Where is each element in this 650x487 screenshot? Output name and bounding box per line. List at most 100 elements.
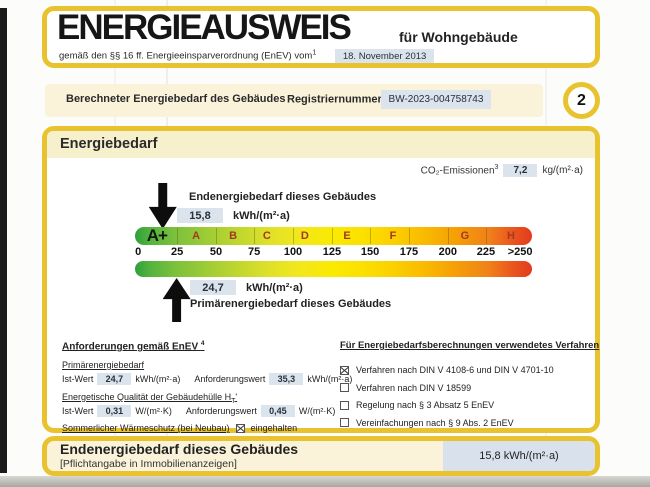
ist-wert-label: Ist-Wert — [62, 406, 94, 416]
section-header-strip: Energiebedarf — [47, 131, 595, 158]
co2-value: 7,2 — [503, 164, 538, 177]
energy-class-scale-bar: A+ A B C D E F G H — [135, 226, 532, 245]
primary-energy-scale-bar — [135, 261, 532, 277]
scale-separator — [485, 228, 487, 244]
scale-letter-e: E — [343, 230, 351, 242]
method-label: Verfahren nach DIN V 18599 — [356, 382, 472, 393]
co2-emissions-line: CO₂-Emissionen3 7,2 kg/(m²·a) — [421, 164, 583, 177]
method-option-row: Verfahren nach DIN V 4108-6 und DIN V 47… — [340, 365, 600, 375]
footer-end-energy-value: 15,8 kWh/(m²·a) — [443, 441, 595, 471]
primary-energy-value: 24,7 — [190, 280, 236, 295]
footer-box: Endenergiebedarf dieses Gebäudes [Pflich… — [42, 436, 600, 476]
co2-label: CO₂-Emissionen3 — [420, 164, 499, 177]
primary-energy-marker-arrow-icon — [162, 278, 191, 322]
footnote-1: 1 — [312, 49, 317, 57]
summer-heat-protection-row: Sommerlicher Wärmeschutz (bei Neubau) ei… — [62, 423, 297, 433]
anforderungswert-label: Anforderungswert — [194, 374, 266, 384]
envelope-ist-unit: W/(m²·K) — [135, 406, 172, 416]
envelope-req-unit: W/(m²·K) — [298, 406, 336, 416]
section-title: Energiebedarf — [60, 136, 158, 152]
scale-letter-d: D — [300, 230, 309, 242]
footnote-4: 4 — [200, 340, 205, 347]
co2-unit: kg/(m²·a) — [542, 165, 583, 176]
summer-status: eingehalten — [250, 423, 298, 433]
scale-separator — [215, 228, 217, 244]
scale-tick-label: 75 — [247, 246, 261, 258]
checkbox-checked-icon — [340, 365, 349, 375]
scale-separator — [293, 228, 294, 244]
method-label: Vereinfachungen nach § 9 Abs. 2 EnEV — [356, 417, 514, 428]
scale-letter-aplus: A+ — [146, 226, 168, 245]
register-number-label: Registriernummer 2 — [287, 93, 389, 106]
end-energy-unit: kWh/(m²·a) — [233, 209, 290, 222]
primary-energy-value-row: 24,7 kWh/(m²·a) — [190, 280, 303, 295]
scale-letter-c: C — [262, 230, 271, 242]
method-option-row: Regelung nach § 3 Absatz 5 EnEV — [340, 400, 600, 410]
method-option-row: Vereinfachungen nach § 9 Abs. 2 EnEV — [340, 418, 600, 428]
end-energy-value-row: 15,8 kWh/(m²·a) — [177, 208, 290, 223]
scale-tick-labels: 0 25 50 75 100 125 150 175 200 225 >250 — [135, 245, 532, 261]
scale-tick-label: 200 — [438, 246, 458, 258]
scale-tick-label: 100 — [283, 246, 303, 258]
envelope-quality-heading: Energetische Qualität der Gebäudehülle H… — [62, 392, 238, 405]
scale-tick-label: 0 — [135, 246, 142, 258]
primary-ist-value: 24,7 — [97, 373, 132, 385]
footnote-3: 3 — [494, 164, 499, 172]
scale-separator — [447, 228, 449, 244]
primary-req-unit: kWh/(m²·a) — [307, 374, 353, 384]
register-number-value: BW-2023-004758743 — [381, 90, 491, 109]
method-label: Verfahren nach DIN V 4108-6 und DIN V 47… — [356, 365, 554, 375]
scale-tick-label: 25 — [170, 246, 184, 258]
law-reference-line: gemäß den §§ 16 ff. Energieeinsparverord… — [59, 49, 435, 63]
summer-heat-label: Sommerlicher Wärmeschutz (bei Neubau) — [62, 423, 230, 433]
primary-energy-unit: kWh/(m²·a) — [246, 281, 303, 294]
scale-separator — [370, 228, 372, 244]
scale-tick-label: 225 — [476, 246, 496, 258]
scale-separator — [254, 228, 256, 244]
scale-letter-h: H — [506, 230, 515, 242]
checkbox-unchecked-icon — [340, 418, 349, 427]
scale-separator — [177, 228, 179, 244]
document-subtitle: für Wohngebäude — [399, 29, 518, 45]
scan-edge-bottom — [0, 476, 650, 487]
primary-demand-heading: Primärenergiebedarf — [62, 360, 145, 370]
method-option-row: Verfahren nach DIN V 18599 — [340, 383, 600, 393]
scale-letter-a: A — [192, 230, 201, 242]
end-energy-label: Endenergiebedarf dieses Gebäudes — [189, 191, 377, 203]
envelope-ist-value: 0,31 — [97, 405, 132, 417]
methods-list: Verfahren nach DIN V 4108-6 und DIN V 47… — [340, 365, 600, 428]
primary-energy-label: Primärenergiebedarf dieses Gebäudes — [190, 298, 392, 310]
primary-ist-unit: kWh/(m²·a) — [135, 374, 181, 384]
scale-letter-b: B — [229, 230, 238, 242]
scale-tick-label: 50 — [209, 246, 223, 258]
ist-wert-label: Ist-Wert — [62, 374, 94, 384]
method-label: Regelung nach § 3 Absatz 5 EnEV — [356, 400, 495, 410]
scale-separator — [408, 228, 410, 244]
scale-tick-label: 150 — [360, 246, 380, 258]
ordinance-date-value: 18. November 2013 — [334, 49, 435, 63]
scale-tick-label: 125 — [322, 246, 342, 258]
scan-edge-left — [0, 8, 7, 473]
primary-demand-row: Ist-Wert 24,7 kWh/(m²·a) Anforderungswer… — [62, 373, 352, 385]
envelope-req-value: 0,45 — [260, 405, 295, 417]
primary-req-value: 35,3 — [269, 373, 304, 385]
envelope-quality-row: Ist-Wert 0,31 W/(m²·K) Anforderungswert … — [62, 405, 335, 417]
end-energy-marker-arrow-icon — [148, 183, 177, 229]
document-title: ENERGIEAUSWEIS — [57, 8, 352, 47]
checkbox-unchecked-icon — [340, 400, 349, 410]
scale-tick-label: >250 — [507, 246, 533, 258]
law-text: gemäß den §§ 16 ff. Energieeinsparverord… — [59, 50, 313, 62]
methods-title: Für Energiebedarfsberechnungen verwendet… — [340, 340, 600, 351]
checkbox-checked-icon — [235, 423, 245, 433]
requirements-title: Anforderungen gemäß EnEV 4 — [62, 340, 205, 353]
meta-bar: Berechneter Energiebedarf des Gebäudes R… — [45, 84, 543, 117]
footer-title: Endenergiebedarf dieses Gebäudes — [60, 441, 299, 457]
scale-separator — [331, 228, 333, 244]
scale-letter-g: G — [460, 230, 470, 242]
end-energy-value: 15,8 — [177, 208, 223, 223]
anforderungswert-label: Anforderungswert — [185, 406, 257, 416]
energy-demand-box: Energiebedarf CO₂-Emissionen3 7,2 kg/(m²… — [42, 126, 600, 433]
scale-tick-label: 175 — [399, 246, 419, 258]
page-number-badge: 2 — [563, 82, 600, 119]
scale-letter-f: F — [389, 230, 397, 242]
